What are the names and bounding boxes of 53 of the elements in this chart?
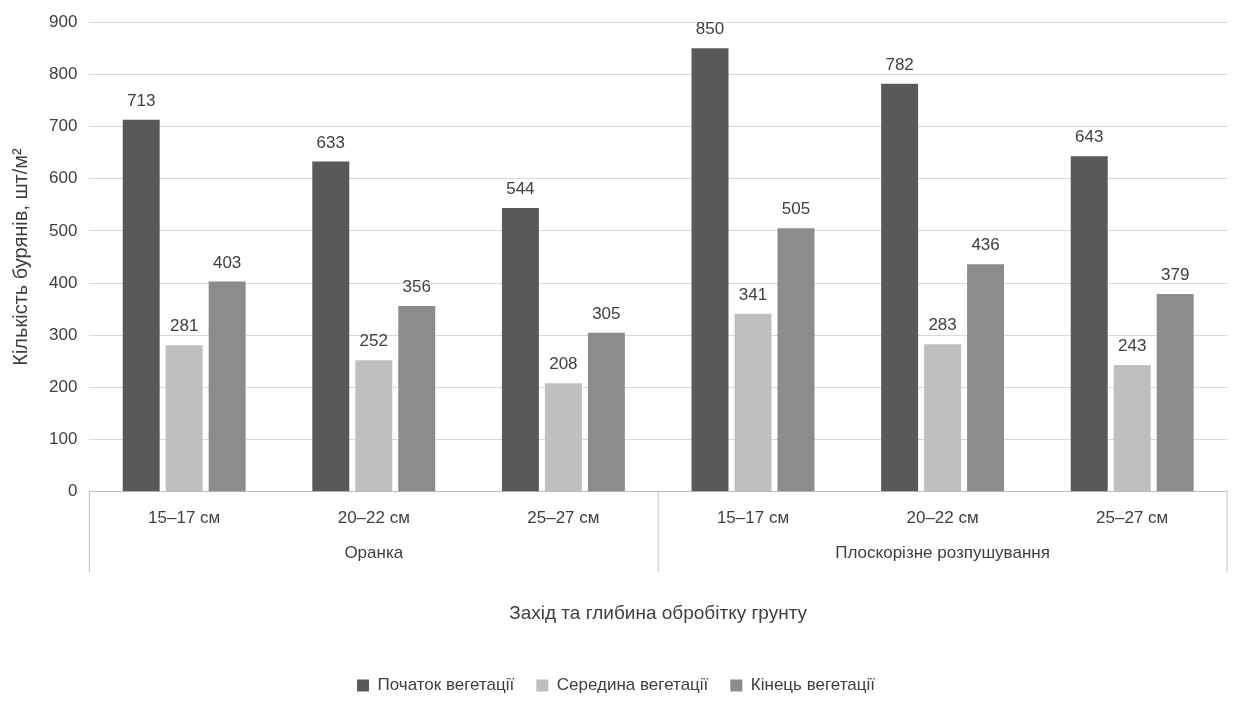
bar (312, 161, 350, 492)
x-axis-title: Захід та глибина обробітку грунту (509, 601, 808, 623)
bar (691, 48, 729, 492)
data-label: 252 (359, 331, 388, 351)
y-tick-label: 900 (48, 11, 78, 31)
legend-label: Середина вегетації (556, 675, 709, 695)
y-tick-label: 600 (48, 168, 78, 188)
data-label: 283 (928, 315, 957, 335)
x-tick-label: 15–17 см (716, 507, 790, 527)
y-tick-label: 100 (48, 429, 78, 449)
bar (122, 119, 160, 492)
y-tick-label: 500 (48, 220, 78, 240)
text: Оранка (344, 543, 404, 563)
y-tick-label: 800 (48, 64, 78, 84)
data-label: 305 (592, 303, 621, 323)
x-tick-label: 20–22 см (337, 507, 410, 527)
bar (967, 264, 1005, 492)
data-label: 850 (695, 19, 725, 39)
y-tick-label: 0 (67, 481, 78, 501)
legend-label: Кінець вегетації (750, 675, 876, 695)
data-label: 243 (1118, 336, 1147, 356)
bar (1070, 156, 1108, 492)
bar (881, 83, 919, 492)
bar (1156, 294, 1194, 492)
bar (208, 281, 246, 492)
x-tick-label: 25–27 см (527, 507, 600, 527)
data-label: 544 (506, 179, 535, 199)
bar (587, 332, 625, 492)
data-label: 403 (212, 252, 242, 272)
data-label: 633 (316, 132, 345, 152)
text: Плоскорізне розпушування (835, 543, 1050, 563)
data-label: 782 (885, 54, 914, 74)
data-label: 341 (738, 285, 768, 305)
data-label: 643 (1075, 127, 1104, 147)
data-label: 505 (781, 199, 811, 219)
x-tick-label: 20–22 см (906, 507, 979, 527)
data-label: 379 (1160, 265, 1190, 285)
data-label: 436 (971, 235, 1000, 255)
y-tick-label: 200 (48, 377, 78, 397)
bar (398, 306, 436, 492)
x-tick-label: 25–27 см (1096, 507, 1169, 527)
y-tick-label: 300 (48, 324, 78, 344)
y-tick-label: 400 (48, 272, 78, 292)
y-axis-title: Кількість бурянів, шт/м² (8, 147, 31, 366)
y-tick-label: 700 (48, 116, 78, 136)
data-label: 356 (402, 277, 431, 297)
bar (501, 207, 539, 492)
data-label: 281 (169, 316, 199, 336)
data-label: 713 (127, 90, 156, 110)
x-tick-label: 15–17 см (148, 507, 221, 527)
data-label: 208 (549, 354, 578, 374)
legend-label: Початок вегетації (377, 675, 515, 695)
bar (777, 228, 815, 492)
